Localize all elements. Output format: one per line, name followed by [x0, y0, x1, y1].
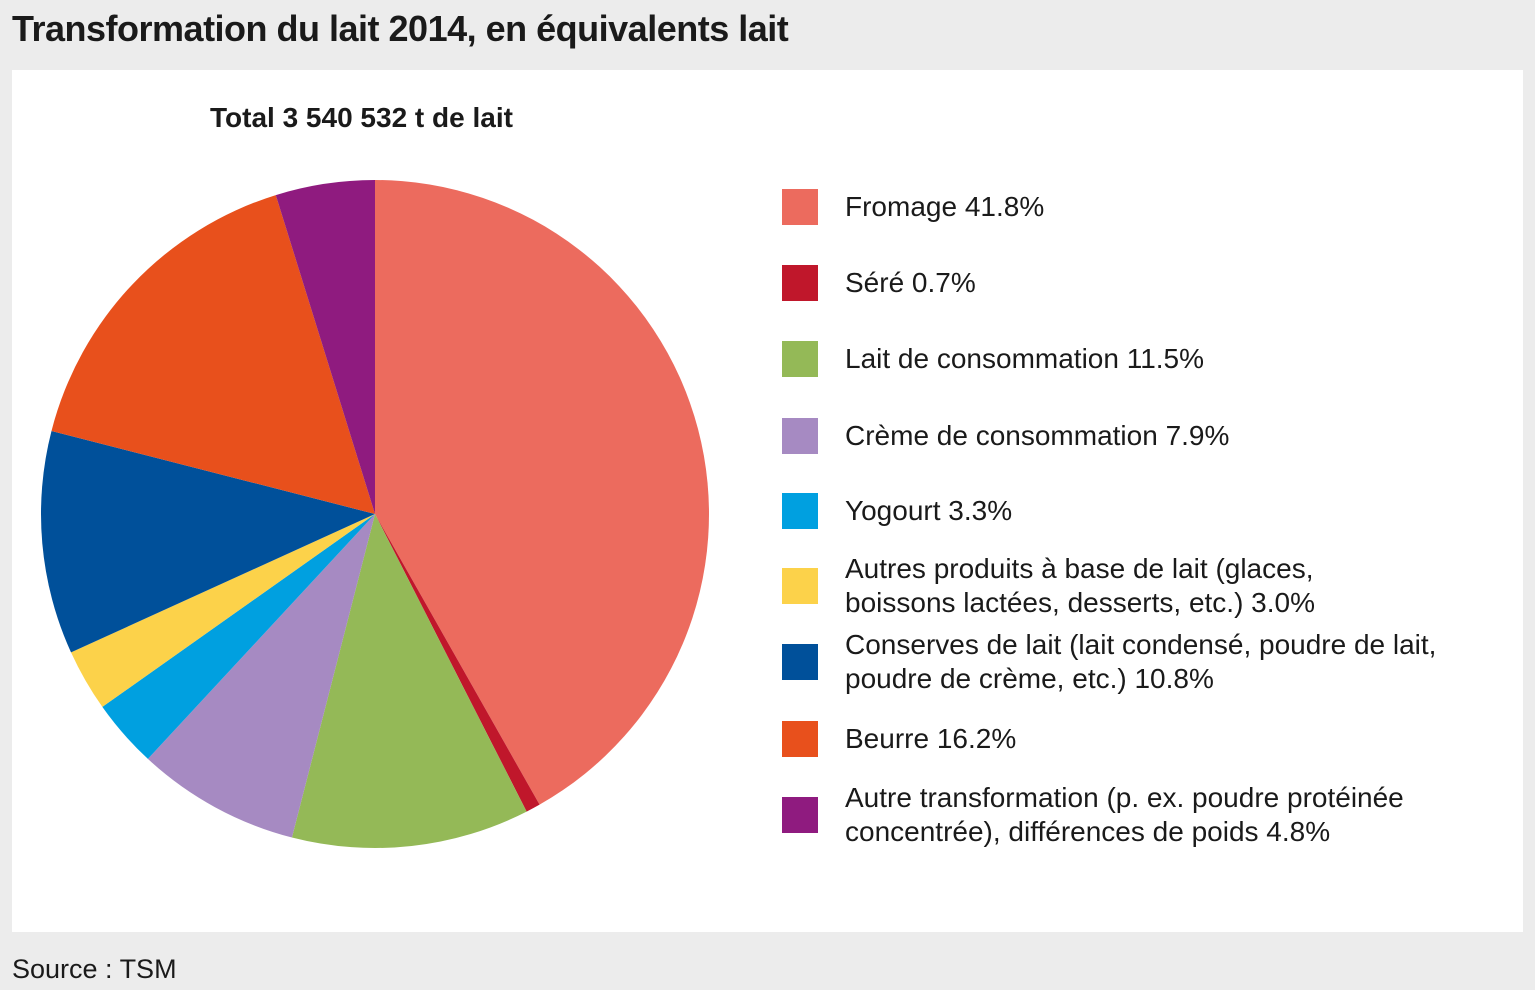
- pie-slice-autre-transformation: [275, 180, 375, 514]
- legend-label: Lait de consommation 11.5%: [845, 343, 1205, 374]
- legend-label: Fromage 41.8%: [845, 191, 1045, 222]
- legend-swatch: [782, 493, 818, 529]
- pie-slice-yogourt: [102, 514, 376, 759]
- legend-swatch: [782, 265, 818, 301]
- pie-slice-beurre: [51, 195, 375, 514]
- chart-title: Transformation du lait 2014, en équivale…: [12, 8, 789, 49]
- pie-slice-lait-de-consommation: [291, 514, 527, 848]
- legend-item-sere: Séré 0.7%: [782, 248, 1512, 318]
- legend-swatch: [782, 341, 818, 377]
- pie-slice-autres-produits-a-base-de-lait: [71, 514, 376, 707]
- legend-item-creme-de-consommation: Crème de consommation 7.9%: [782, 401, 1512, 471]
- legend-label: Crème de consommation 7.9%: [845, 420, 1230, 451]
- pie-slice-fromage: [375, 180, 710, 805]
- legend-item-conserves-de-lait: Conserves de lait (lait condensé, poudre…: [782, 627, 1512, 697]
- legend-swatch: [782, 418, 818, 454]
- pie-slice-sere: [375, 514, 540, 812]
- pie-slice-creme-de-consommation: [147, 514, 375, 838]
- pie-slice-conserves-de-lait: [40, 430, 375, 653]
- pie-chart: [40, 180, 710, 848]
- legend-swatch: [782, 644, 818, 680]
- legend-item-fromage: Fromage 41.8%: [782, 172, 1512, 242]
- legend-item-yogourt: Yogourt 3.3%: [782, 476, 1512, 546]
- chart-subtitle-total: Total 3 540 532 t de lait: [210, 102, 513, 133]
- legend-item-beurre: Beurre 16.2%: [782, 704, 1512, 774]
- legend-label: Autres produits à base de lait (glaces, …: [845, 553, 1315, 618]
- source-note: Source : TSM: [12, 954, 177, 984]
- legend-swatch: [782, 568, 818, 604]
- legend-label: Conserves de lait (lait condensé, poudre…: [845, 629, 1437, 694]
- chart-panel: Total 3 540 532 t de lait Fromage 41.8% S…: [12, 70, 1523, 932]
- legend-label: Beurre 16.2%: [845, 723, 1017, 754]
- legend-item-autre-transformation: Autre transformation (p. ex. poudre prot…: [782, 780, 1512, 850]
- legend-swatch: [782, 721, 818, 757]
- legend-label: Yogourt 3.3%: [845, 495, 1013, 526]
- legend-label: Autre transformation (p. ex. poudre prot…: [845, 782, 1404, 847]
- legend-swatch: [782, 797, 818, 833]
- legend-label: Séré 0.7%: [845, 267, 976, 298]
- legend-item-autres-produits-a-base-de-lait: Autres produits à base de lait (glaces, …: [782, 551, 1512, 621]
- legend-swatch: [782, 189, 818, 225]
- legend-item-lait-de-consommation: Lait de consommation 11.5%: [782, 324, 1512, 394]
